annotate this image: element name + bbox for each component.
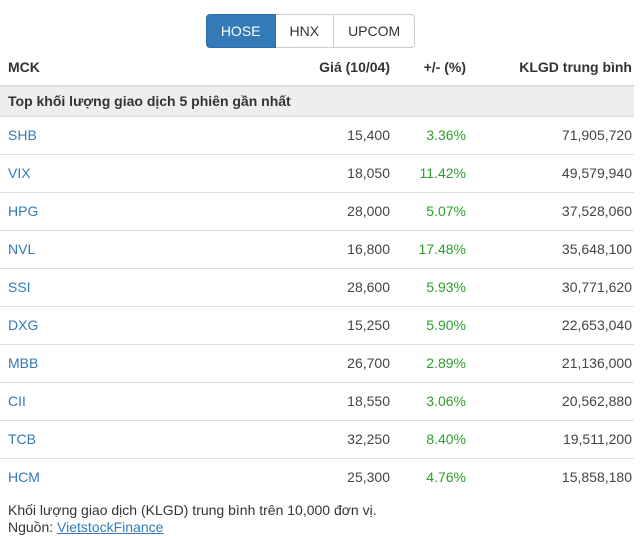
table-row: MBB 26,700 2.89% 21,136,000 [0, 344, 634, 383]
tab-upcom[interactable]: UPCOM [333, 14, 416, 48]
ticker-cell: VIX [0, 154, 264, 193]
ticker-link[interactable]: HCM [8, 469, 40, 485]
avg-volume-cell: 21,136,000 [474, 344, 634, 383]
avg-volume-cell: 71,905,720 [474, 116, 634, 155]
change-pct-cell: 17.48% [398, 230, 474, 269]
price-cell: 18,550 [264, 382, 398, 421]
price-cell: 28,000 [264, 192, 398, 231]
table-row: HPG 28,000 5.07% 37,528,060 [0, 192, 634, 231]
avg-volume-cell: 35,648,100 [474, 230, 634, 269]
price-cell: 16,800 [264, 230, 398, 269]
column-header-volume: KLGD trung bình [474, 50, 634, 87]
footer-source-line: Nguồn: VietstockFinance [8, 519, 640, 536]
table-row: SHB 15,400 3.36% 71,905,720 [0, 116, 634, 155]
price-cell: 15,250 [264, 306, 398, 345]
change-pct-cell: 3.06% [398, 382, 474, 421]
ticker-link[interactable]: VIX [8, 165, 31, 181]
table-row: SSI 28,600 5.93% 30,771,620 [0, 268, 634, 307]
source-link[interactable]: VietstockFinance [57, 519, 164, 535]
ticker-cell: CII [0, 382, 264, 421]
ticker-cell: SHB [0, 116, 264, 155]
column-header-mck: MCK [0, 50, 264, 87]
ticker-link[interactable]: SHB [8, 127, 37, 143]
tab-hnx[interactable]: HNX [274, 14, 335, 48]
exchange-tab-bar: HOSE HNX UPCOM [0, 14, 621, 48]
group-header-row: Top khối lượng giao dịch 5 phiên gần nhấ… [0, 86, 634, 117]
table-row: HCM 25,300 4.76% 15,858,180 [0, 458, 634, 496]
change-pct-cell: 5.93% [398, 268, 474, 307]
change-pct-cell: 5.07% [398, 192, 474, 231]
ticker-link[interactable]: DXG [8, 317, 39, 333]
table-row: VIX 18,050 11.42% 49,579,940 [0, 154, 634, 193]
ticker-link[interactable]: CII [8, 393, 26, 409]
price-cell: 26,700 [264, 344, 398, 383]
ticker-cell: MBB [0, 344, 264, 383]
ticker-cell: HCM [0, 458, 264, 496]
avg-volume-cell: 30,771,620 [474, 268, 634, 307]
footer-note: Khối lượng giao dịch (KLGD) trung bình t… [8, 502, 377, 518]
change-pct-cell: 3.36% [398, 116, 474, 155]
price-cell: 15,400 [264, 116, 398, 155]
table-row: CII 18,550 3.06% 20,562,880 [0, 382, 634, 421]
table-header-row: MCK Giá (10/04) +/- (%) KLGD trung bình [0, 50, 634, 87]
ticker-link[interactable]: TCB [8, 431, 36, 447]
group-header-label: Top khối lượng giao dịch 5 phiên gần nhấ… [0, 86, 634, 117]
change-pct-cell: 11.42% [398, 154, 474, 193]
tab-hose[interactable]: HOSE [205, 14, 276, 48]
change-pct-cell: 5.90% [398, 306, 474, 345]
ticker-cell: SSI [0, 268, 264, 307]
ticker-cell: DXG [0, 306, 264, 345]
price-cell: 28,600 [264, 268, 398, 307]
avg-volume-cell: 20,562,880 [474, 382, 634, 421]
price-cell: 25,300 [264, 458, 398, 496]
price-cell: 18,050 [264, 154, 398, 193]
column-header-price: Giá (10/04) [264, 50, 398, 87]
source-label: Nguồn: [8, 519, 54, 535]
table-row: TCB 32,250 8.40% 19,511,200 [0, 420, 634, 459]
ticker-link[interactable]: HPG [8, 203, 39, 219]
avg-volume-cell: 37,528,060 [474, 192, 634, 231]
change-pct-cell: 8.40% [398, 420, 474, 459]
ticker-cell: NVL [0, 230, 264, 269]
ticker-link[interactable]: SSI [8, 279, 31, 295]
change-pct-cell: 4.76% [398, 458, 474, 496]
ticker-cell: TCB [0, 420, 264, 459]
avg-volume-cell: 15,858,180 [474, 458, 634, 496]
ticker-link[interactable]: NVL [8, 241, 36, 257]
table-row: NVL 16,800 17.48% 35,648,100 [0, 230, 634, 269]
change-pct-cell: 2.89% [398, 344, 474, 383]
price-cell: 32,250 [264, 420, 398, 459]
ticker-link[interactable]: MBB [8, 355, 39, 371]
avg-volume-cell: 19,511,200 [474, 420, 634, 459]
stock-volume-widget: HOSE HNX UPCOM MCK Giá (10/04) +/- (%) K… [0, 14, 640, 536]
avg-volume-cell: 22,653,040 [474, 306, 634, 345]
footer: Khối lượng giao dịch (KLGD) trung bình t… [8, 502, 640, 536]
top-volume-table: MCK Giá (10/04) +/- (%) KLGD trung bình … [0, 50, 634, 496]
column-header-change: +/- (%) [398, 50, 474, 87]
table-row: DXG 15,250 5.90% 22,653,040 [0, 306, 634, 345]
ticker-cell: HPG [0, 192, 264, 231]
avg-volume-cell: 49,579,940 [474, 154, 634, 193]
